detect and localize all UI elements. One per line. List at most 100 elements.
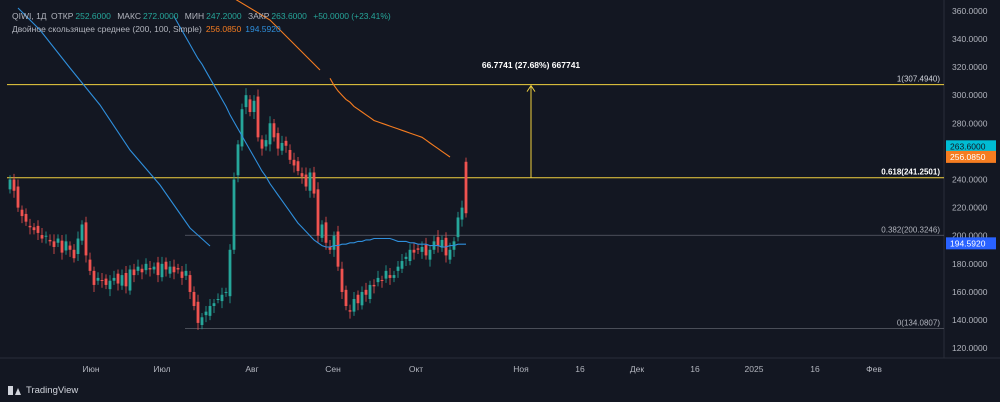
candle-body bbox=[72, 249, 76, 259]
candle-body bbox=[100, 280, 104, 282]
candle-body bbox=[120, 275, 124, 286]
candle-body bbox=[284, 140, 288, 146]
candle-body bbox=[36, 225, 40, 233]
candle-body bbox=[212, 303, 216, 307]
ma-long-history-line bbox=[235, 0, 321, 71]
candle-body bbox=[248, 99, 252, 113]
x-tick-label: Июл bbox=[153, 364, 170, 374]
candle-body bbox=[272, 123, 276, 138]
ma-short-line bbox=[173, 16, 466, 248]
candle-body bbox=[224, 291, 228, 293]
candle-body bbox=[12, 179, 16, 191]
candle-body bbox=[260, 139, 264, 149]
x-tick-label: Июн bbox=[82, 364, 99, 374]
ticker-label[interactable]: QIWI, 1Д bbox=[12, 11, 47, 21]
candle-body bbox=[196, 301, 200, 323]
x-tick-label: Окт bbox=[409, 364, 423, 374]
measure-arrow-head bbox=[526, 84, 536, 92]
candle-body bbox=[96, 277, 100, 281]
candle-body bbox=[156, 262, 160, 276]
candle-body bbox=[408, 249, 412, 262]
tradingview-icon bbox=[8, 386, 22, 395]
candle-body bbox=[192, 291, 196, 307]
candle-body bbox=[372, 284, 376, 287]
candle-body bbox=[288, 149, 292, 160]
fib-level-label: 0.382(200.3246) bbox=[881, 225, 940, 234]
x-tick-label: 2025 bbox=[745, 364, 764, 374]
candle-body bbox=[24, 213, 28, 222]
candle-body bbox=[348, 310, 352, 312]
tradingview-logo[interactable]: TradingView bbox=[8, 385, 78, 396]
fib-level-label: 0(134.0807) bbox=[897, 318, 940, 327]
y-tick-label: 240.0000 bbox=[952, 175, 988, 185]
candle-body bbox=[40, 235, 44, 239]
low-value: 247.2000 bbox=[206, 11, 242, 21]
candle-body bbox=[352, 298, 356, 312]
candle-body bbox=[464, 161, 468, 214]
x-tick-label: Авг bbox=[245, 364, 258, 374]
y-tick-label: 360.0000 bbox=[952, 6, 988, 16]
candle-body bbox=[56, 238, 60, 243]
ma-long-line bbox=[329, 78, 451, 158]
candle-body bbox=[16, 186, 20, 208]
ma-long-value: 256.0850 bbox=[205, 24, 242, 34]
price-badge-label: 256.0850 bbox=[950, 152, 986, 162]
low-label: МИН bbox=[184, 11, 205, 21]
x-tick-label: Сен bbox=[325, 364, 341, 374]
candle-body bbox=[80, 224, 84, 241]
candle-body bbox=[324, 222, 328, 243]
candle-body bbox=[168, 266, 172, 274]
candle-body bbox=[356, 294, 360, 304]
candle-body bbox=[152, 266, 156, 270]
candle-body bbox=[304, 174, 308, 187]
candle-body bbox=[116, 273, 120, 284]
candle-body bbox=[300, 173, 304, 177]
price-badge-label: 263.6000 bbox=[950, 141, 986, 151]
candle-body bbox=[164, 261, 168, 270]
candle-body bbox=[336, 231, 340, 267]
y-tick-label: 300.0000 bbox=[952, 90, 988, 100]
candle-body bbox=[240, 109, 244, 147]
candle-body bbox=[68, 245, 72, 250]
candle-body bbox=[104, 278, 108, 285]
candle-body bbox=[332, 235, 336, 250]
candle-body bbox=[132, 269, 136, 276]
candle-body bbox=[60, 240, 64, 253]
candle-body bbox=[424, 244, 428, 256]
y-tick-label: 340.0000 bbox=[952, 34, 988, 44]
candle-body bbox=[420, 246, 424, 252]
y-tick-label: 120.0000 bbox=[952, 343, 988, 353]
candle-body bbox=[296, 161, 300, 172]
candle-body bbox=[308, 172, 312, 191]
candle-body bbox=[264, 140, 268, 147]
candle-body bbox=[460, 207, 464, 220]
candle-body bbox=[208, 306, 212, 316]
candle-body bbox=[44, 235, 48, 237]
candle-body bbox=[64, 241, 68, 251]
y-tick-label: 200.0000 bbox=[952, 231, 988, 241]
candle-body bbox=[280, 142, 284, 151]
y-tick-label: 320.0000 bbox=[952, 62, 988, 72]
candle-body bbox=[92, 270, 96, 285]
candle-body bbox=[220, 294, 224, 302]
candle-body bbox=[180, 271, 184, 278]
candle-body bbox=[436, 237, 440, 246]
candle-body bbox=[440, 239, 444, 248]
open-value: 252.6000 bbox=[75, 11, 111, 21]
ma-row[interactable]: Двойное скользящее среднее (200, 100, Si… bbox=[12, 23, 391, 36]
ma-short-value: 194.5920 bbox=[245, 24, 281, 34]
ohlc-row: QIWI, 1Д ОТКР 252.6000 МАКС 272.0000 МИН 24… bbox=[12, 10, 391, 23]
candle-body bbox=[144, 263, 148, 271]
candle-body bbox=[28, 225, 32, 228]
open-label: ОТКР bbox=[50, 11, 74, 21]
y-tick-label: 180.0000 bbox=[952, 259, 988, 269]
candle-body bbox=[268, 123, 272, 145]
candle-body bbox=[204, 311, 208, 316]
ma-indicator-label: Двойное скользящее среднее (200, 100, Si… bbox=[12, 24, 202, 34]
x-tick-label: 16 bbox=[690, 364, 700, 374]
candle-body bbox=[416, 248, 420, 250]
y-tick-label: 160.0000 bbox=[952, 287, 988, 297]
candle-body bbox=[428, 249, 432, 260]
x-tick-label: Ноя bbox=[513, 364, 529, 374]
